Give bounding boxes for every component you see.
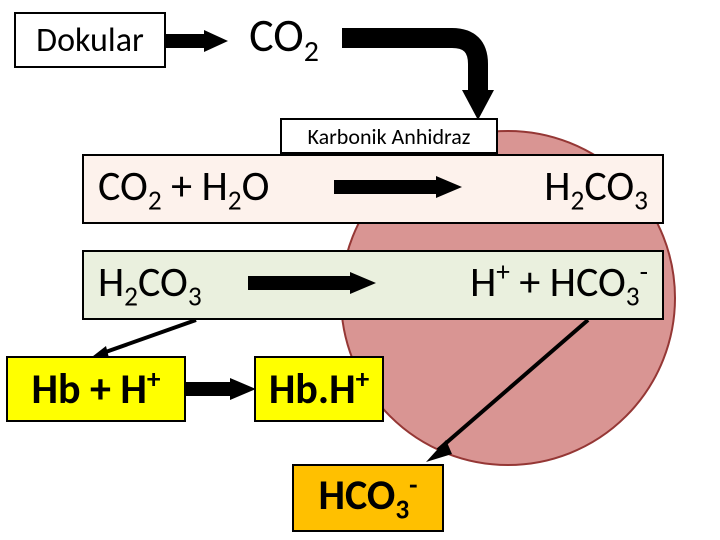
- box-co2-top: CO2: [226, 6, 342, 72]
- label-reaction2-right: H+ + HCO3-: [470, 256, 648, 313]
- box-hb-right: Hb.H+: [254, 356, 384, 422]
- label-dokular: Dokular: [36, 20, 144, 61]
- arrow-hb-to-hbh: [186, 378, 258, 408]
- label-hb-left: Hb + H+: [31, 363, 160, 415]
- label-reaction2-left: H2CO3: [98, 257, 202, 313]
- arrow-hco3-down: [420, 318, 600, 468]
- label-reaction1-left: CO2 + H2O: [98, 161, 269, 217]
- arrow-reaction2: [248, 272, 378, 302]
- label-hco3: HCO3-: [318, 469, 417, 526]
- label-hb-right: Hb.H+: [269, 363, 369, 415]
- label-karbonik: Karbonik Anhidraz: [308, 123, 471, 150]
- box-hb-left: Hb + H+: [6, 356, 186, 422]
- label-co2-top: CO2: [249, 8, 319, 70]
- arrow-reaction1: [334, 176, 464, 206]
- arrow-co2-down: [342, 24, 502, 124]
- label-reaction1-right: H2CO3: [544, 161, 648, 217]
- box-hco3: HCO3-: [292, 464, 444, 532]
- box-karbonik: Karbonik Anhidraz: [280, 118, 498, 154]
- arrow-dokular-to-co2: [166, 30, 230, 60]
- box-dokular: Dokular: [14, 12, 166, 68]
